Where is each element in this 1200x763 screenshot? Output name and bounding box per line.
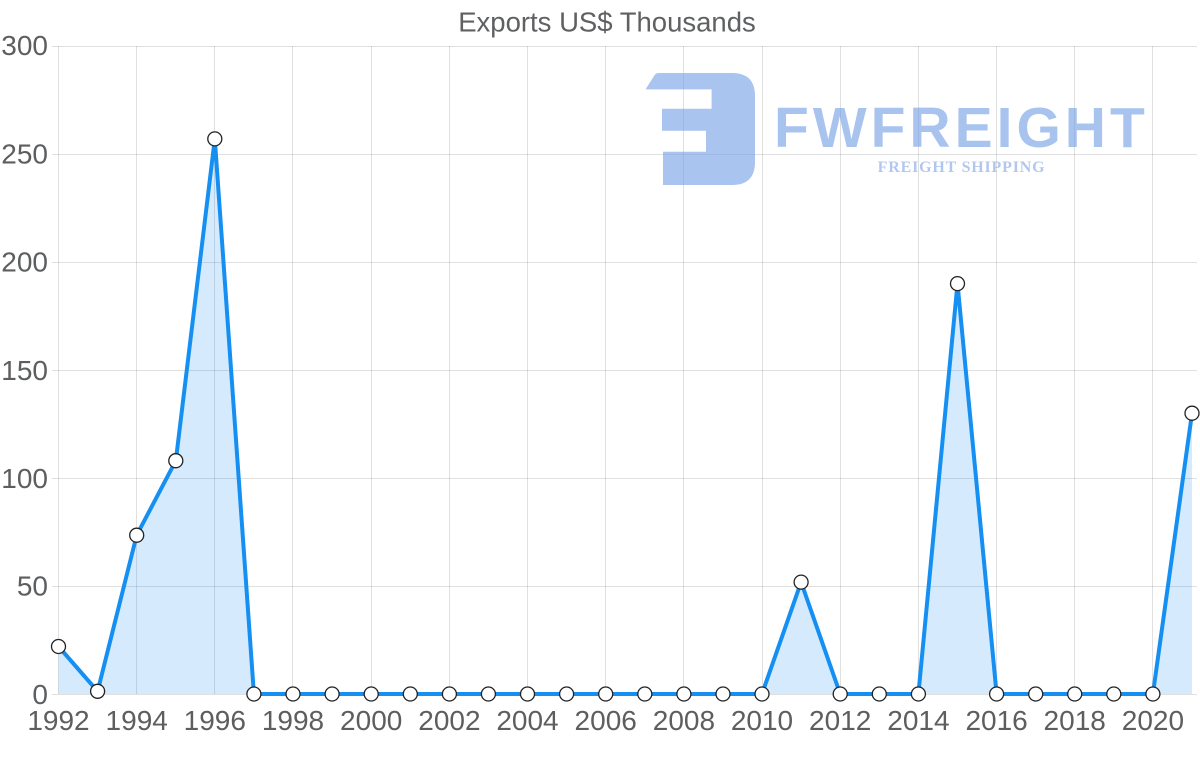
svg-text:2012: 2012 — [809, 705, 871, 736]
svg-text:FWFREIGHT: FWFREIGHT — [774, 96, 1149, 160]
svg-text:2008: 2008 — [653, 705, 715, 736]
svg-text:2018: 2018 — [1044, 705, 1106, 736]
svg-text:1996: 1996 — [184, 705, 246, 736]
svg-text:150: 150 — [1, 355, 48, 386]
svg-text:2006: 2006 — [575, 705, 637, 736]
svg-text:Exports US$ Thousands: Exports US$ Thousands — [458, 7, 756, 38]
svg-text:1994: 1994 — [106, 705, 168, 736]
svg-text:2014: 2014 — [887, 705, 949, 736]
svg-text:2004: 2004 — [496, 705, 558, 736]
svg-text:100: 100 — [1, 463, 48, 494]
svg-text:2010: 2010 — [731, 705, 793, 736]
svg-text:50: 50 — [17, 571, 48, 602]
svg-text:250: 250 — [1, 139, 48, 170]
svg-text:2002: 2002 — [418, 705, 480, 736]
svg-text:0: 0 — [32, 679, 48, 710]
svg-text:2020: 2020 — [1122, 705, 1184, 736]
svg-text:FREIGHT SHIPPING: FREIGHT SHIPPING — [878, 159, 1046, 176]
svg-text:2016: 2016 — [965, 705, 1027, 736]
svg-text:1998: 1998 — [262, 705, 324, 736]
svg-text:1992: 1992 — [27, 705, 89, 736]
svg-text:2000: 2000 — [340, 705, 402, 736]
svg-text:200: 200 — [1, 247, 48, 278]
svg-text:300: 300 — [1, 30, 48, 61]
